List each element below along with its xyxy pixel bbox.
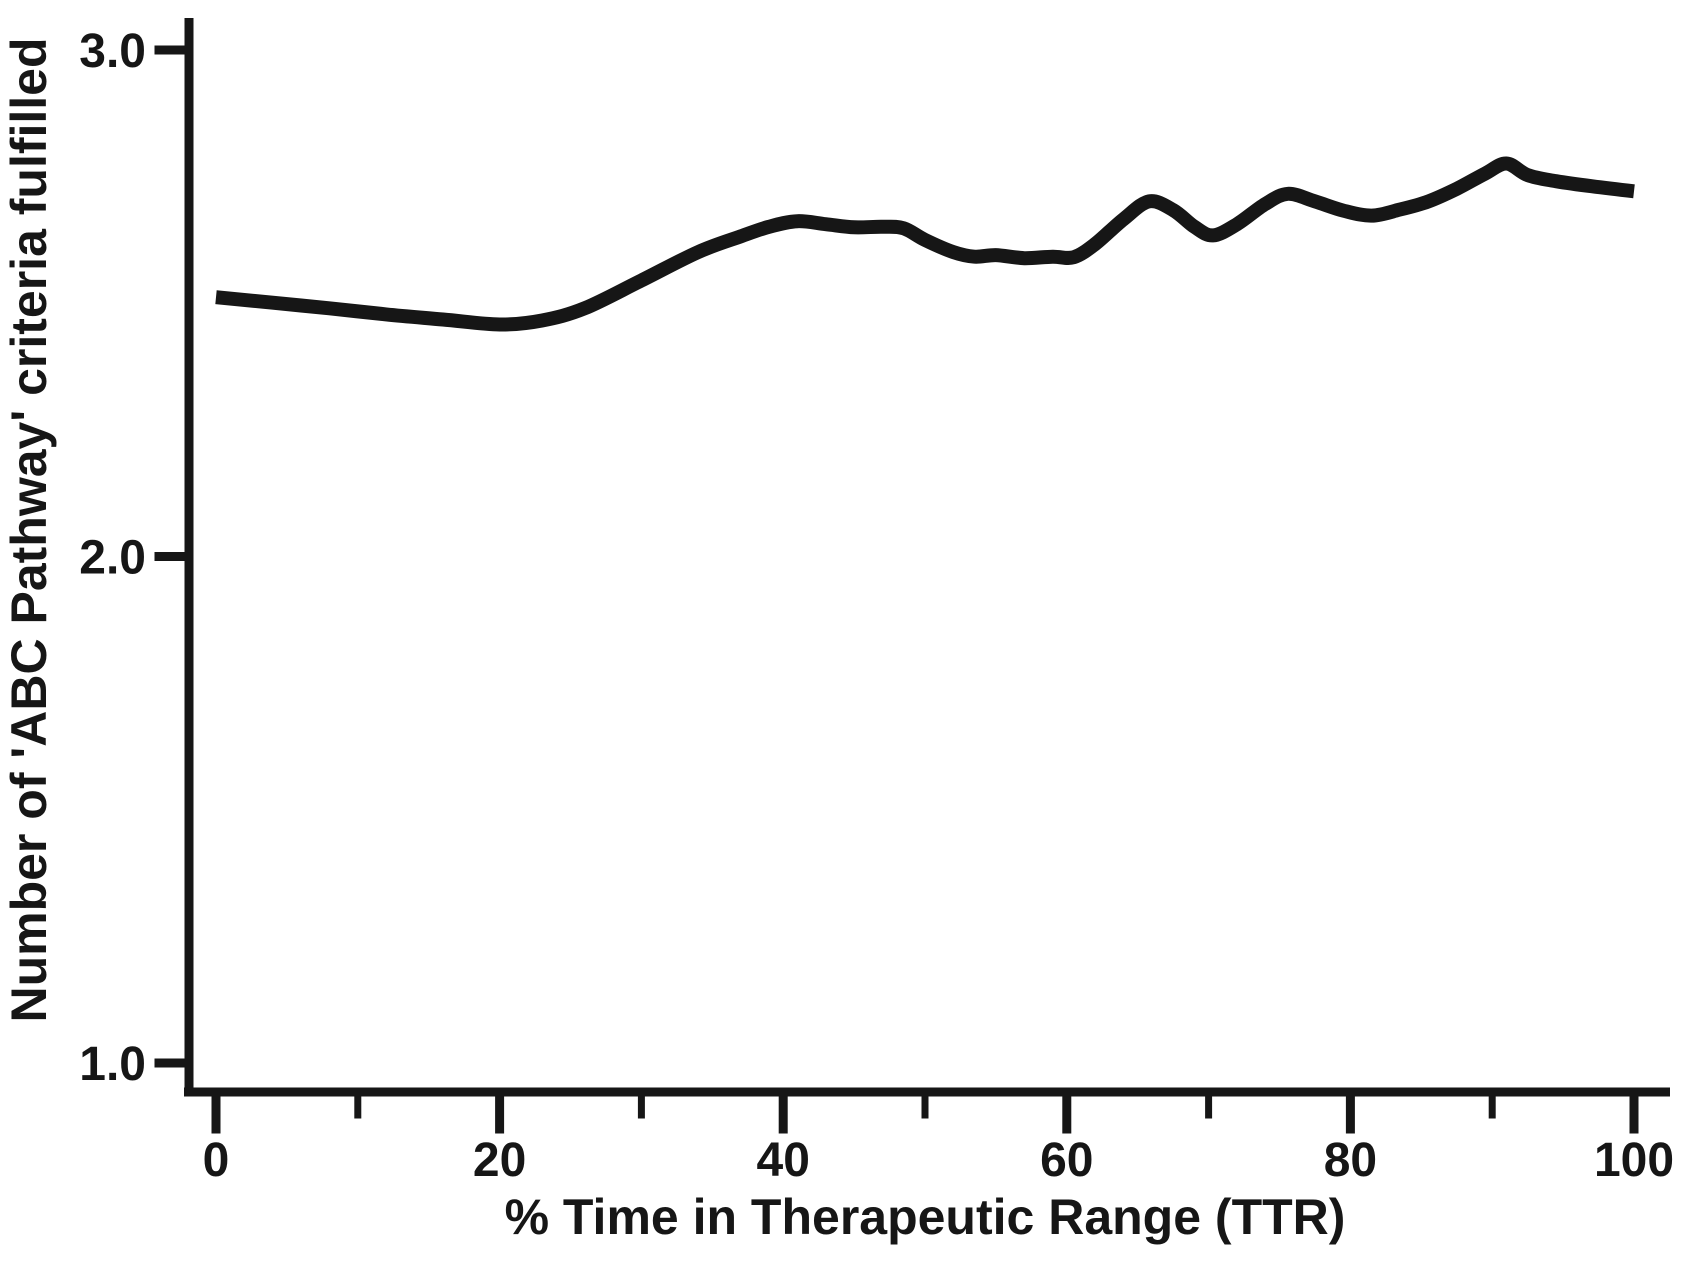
x-tick-label: 80 (1324, 1134, 1377, 1187)
y-tick-label: 2.0 (79, 532, 146, 585)
series-layer (215, 156, 1635, 332)
y-tick-label: 1.0 (79, 1038, 146, 1091)
x-tick-label: 100 (1594, 1134, 1674, 1187)
axes-layer: 1.0 2.0 3.0 0 20 40 60 80 100 (79, 18, 1674, 1187)
x-tick-label: 0 (203, 1134, 230, 1187)
x-tick-label: 60 (1040, 1134, 1093, 1187)
data-series-line (215, 156, 1635, 332)
y-axis-title: Number of 'ABC Pathway' criteria fulfill… (1, 37, 57, 1022)
x-tick-label: 40 (757, 1134, 810, 1187)
y-tick-label: 3.0 (79, 25, 146, 78)
x-tick-label: 20 (473, 1134, 526, 1187)
x-axis-title: % Time in Therapeutic Range (TTR) (505, 1189, 1346, 1245)
